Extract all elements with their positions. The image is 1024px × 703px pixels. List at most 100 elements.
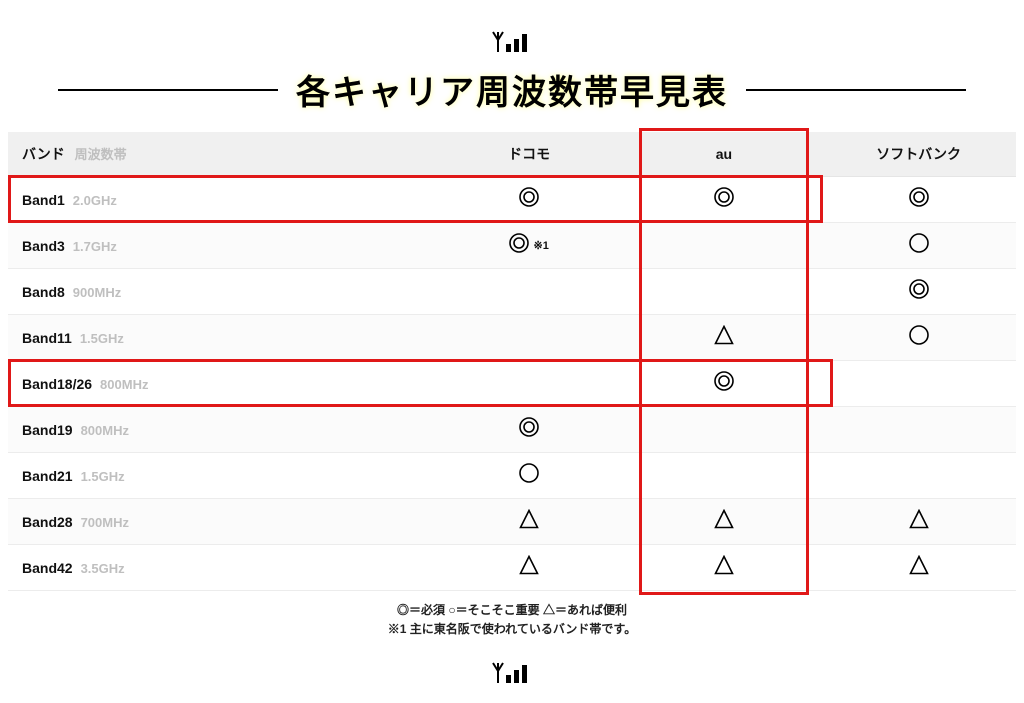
col-carrier-2: ソフトバンク: [821, 132, 1016, 177]
carrier-cell: [432, 361, 627, 407]
band-name: Band3: [22, 238, 65, 254]
carrier-cell: [627, 315, 822, 361]
band-freq: 800MHz: [100, 377, 148, 392]
band-freq: 1.5GHz: [80, 331, 124, 346]
carrier-cell: [627, 223, 822, 269]
band-cell: Band21 1.5GHz: [8, 453, 432, 499]
triangle-icon: [714, 325, 734, 350]
band-cell: Band42 3.5GHz: [8, 545, 432, 591]
carrier-cell: [821, 177, 1016, 223]
band-cell: Band1 2.0GHz: [8, 177, 432, 223]
col-carrier-1: au: [627, 132, 822, 177]
double_circle-icon: [519, 187, 539, 212]
table-row: Band19 800MHz: [8, 407, 1016, 453]
carrier-cell: [432, 315, 627, 361]
page-title: 各キャリア周波数帯早見表: [278, 65, 746, 114]
carrier-cell: [821, 453, 1016, 499]
band-freq: 1.5GHz: [81, 469, 125, 484]
double_circle-icon: [714, 371, 734, 396]
carrier-cell: [432, 407, 627, 453]
table-row: Band8 900MHz: [8, 269, 1016, 315]
table-row: Band18/26 800MHz: [8, 361, 1016, 407]
signal-icon: [492, 30, 532, 59]
band-cell: Band8 900MHz: [8, 269, 432, 315]
carrier-cell: [627, 361, 822, 407]
col-carrier-0: ドコモ: [432, 132, 627, 177]
carrier-cell: [821, 499, 1016, 545]
band-cell: Band28 700MHz: [8, 499, 432, 545]
table-body: Band1 2.0GHz Band3 1.7GHz ※1 Band8 900MHz B…: [8, 177, 1016, 591]
table-row: Band21 1.5GHz: [8, 453, 1016, 499]
title-rule-right: [746, 89, 966, 91]
band-name: Band1: [22, 192, 65, 208]
col-band-header: バンド 周波数帯: [8, 132, 432, 177]
bottom-signal-icon-wrap: [0, 661, 1024, 690]
double_circle-icon: [519, 417, 539, 442]
triangle-icon: [909, 509, 929, 534]
carrier-cell: [432, 177, 627, 223]
carrier-cell: [627, 499, 822, 545]
band-cell: Band11 1.5GHz: [8, 315, 432, 361]
carrier-cell: [627, 269, 822, 315]
band-freq: 2.0GHz: [73, 193, 117, 208]
top-signal-icon-wrap: [0, 0, 1024, 59]
page-root: { "title": "各キャリア周波数帯早見表", "header": { "…: [0, 0, 1024, 703]
band-freq: 1.7GHz: [73, 239, 117, 254]
signal-icon: [492, 661, 532, 690]
band-freq: 800MHz: [81, 423, 129, 438]
title-row: 各キャリア周波数帯早見表: [0, 65, 1024, 114]
band-cell: Band19 800MHz: [8, 407, 432, 453]
legend-line-1: ◎＝必須 ○＝そこそこ重要 △＝あれば便利: [0, 601, 1024, 620]
carrier-cell: [821, 361, 1016, 407]
table-row: Band3 1.7GHz ※1: [8, 223, 1016, 269]
band-cell: Band18/26 800MHz: [8, 361, 432, 407]
carrier-cell: [432, 499, 627, 545]
carrier-cell: [627, 177, 822, 223]
band-freq: 900MHz: [73, 285, 121, 300]
carrier-cell: [821, 269, 1016, 315]
table-row: Band11 1.5GHz: [8, 315, 1016, 361]
band-name: Band11: [22, 330, 72, 346]
col-band-sublabel: 周波数帯: [75, 147, 127, 162]
band-name: Band18/26: [22, 376, 92, 392]
table-wrap: バンド 周波数帯 ドコモ au ソフトバンク Band1 2.0GHz Band3…: [8, 132, 1016, 591]
col-band-label: バンド: [22, 146, 65, 162]
carrier-cell: [627, 545, 822, 591]
circle-icon: [909, 233, 929, 258]
table-header-row: バンド 周波数帯 ドコモ au ソフトバンク: [8, 132, 1016, 177]
band-name: Band42: [22, 560, 73, 576]
carrier-cell: [432, 269, 627, 315]
circle-icon: [519, 463, 539, 488]
triangle-icon: [519, 555, 539, 580]
legend-line-2: ※1 主に東名阪で使われているバンド帯です。: [0, 620, 1024, 639]
band-name: Band21: [22, 468, 73, 484]
legend: ◎＝必須 ○＝そこそこ重要 △＝あれば便利 ※1 主に東名阪で使われているバンド…: [0, 601, 1024, 639]
carrier-cell: [627, 453, 822, 499]
double_circle-icon: [909, 279, 929, 304]
frequency-table: バンド 周波数帯 ドコモ au ソフトバンク Band1 2.0GHz Band3…: [8, 132, 1016, 591]
band-name: Band19: [22, 422, 73, 438]
table-row: Band42 3.5GHz: [8, 545, 1016, 591]
carrier-cell: [432, 545, 627, 591]
triangle-icon: [909, 555, 929, 580]
cell-note: ※1: [533, 240, 548, 252]
carrier-cell: [627, 407, 822, 453]
table-row: Band1 2.0GHz: [8, 177, 1016, 223]
carrier-cell: ※1: [432, 223, 627, 269]
double_circle-icon: [714, 187, 734, 212]
triangle-icon: [714, 509, 734, 534]
triangle-icon: [714, 555, 734, 580]
triangle-icon: [519, 509, 539, 534]
double_circle-icon: [509, 233, 529, 258]
band-freq: 3.5GHz: [81, 561, 125, 576]
band-name: Band8: [22, 284, 65, 300]
band-name: Band28: [22, 514, 73, 530]
double_circle-icon: [909, 187, 929, 212]
circle-icon: [909, 325, 929, 350]
carrier-cell: [821, 407, 1016, 453]
carrier-cell: [821, 545, 1016, 591]
band-freq: 700MHz: [81, 515, 129, 530]
table-row: Band28 700MHz: [8, 499, 1016, 545]
carrier-cell: [821, 315, 1016, 361]
carrier-cell: [432, 453, 627, 499]
